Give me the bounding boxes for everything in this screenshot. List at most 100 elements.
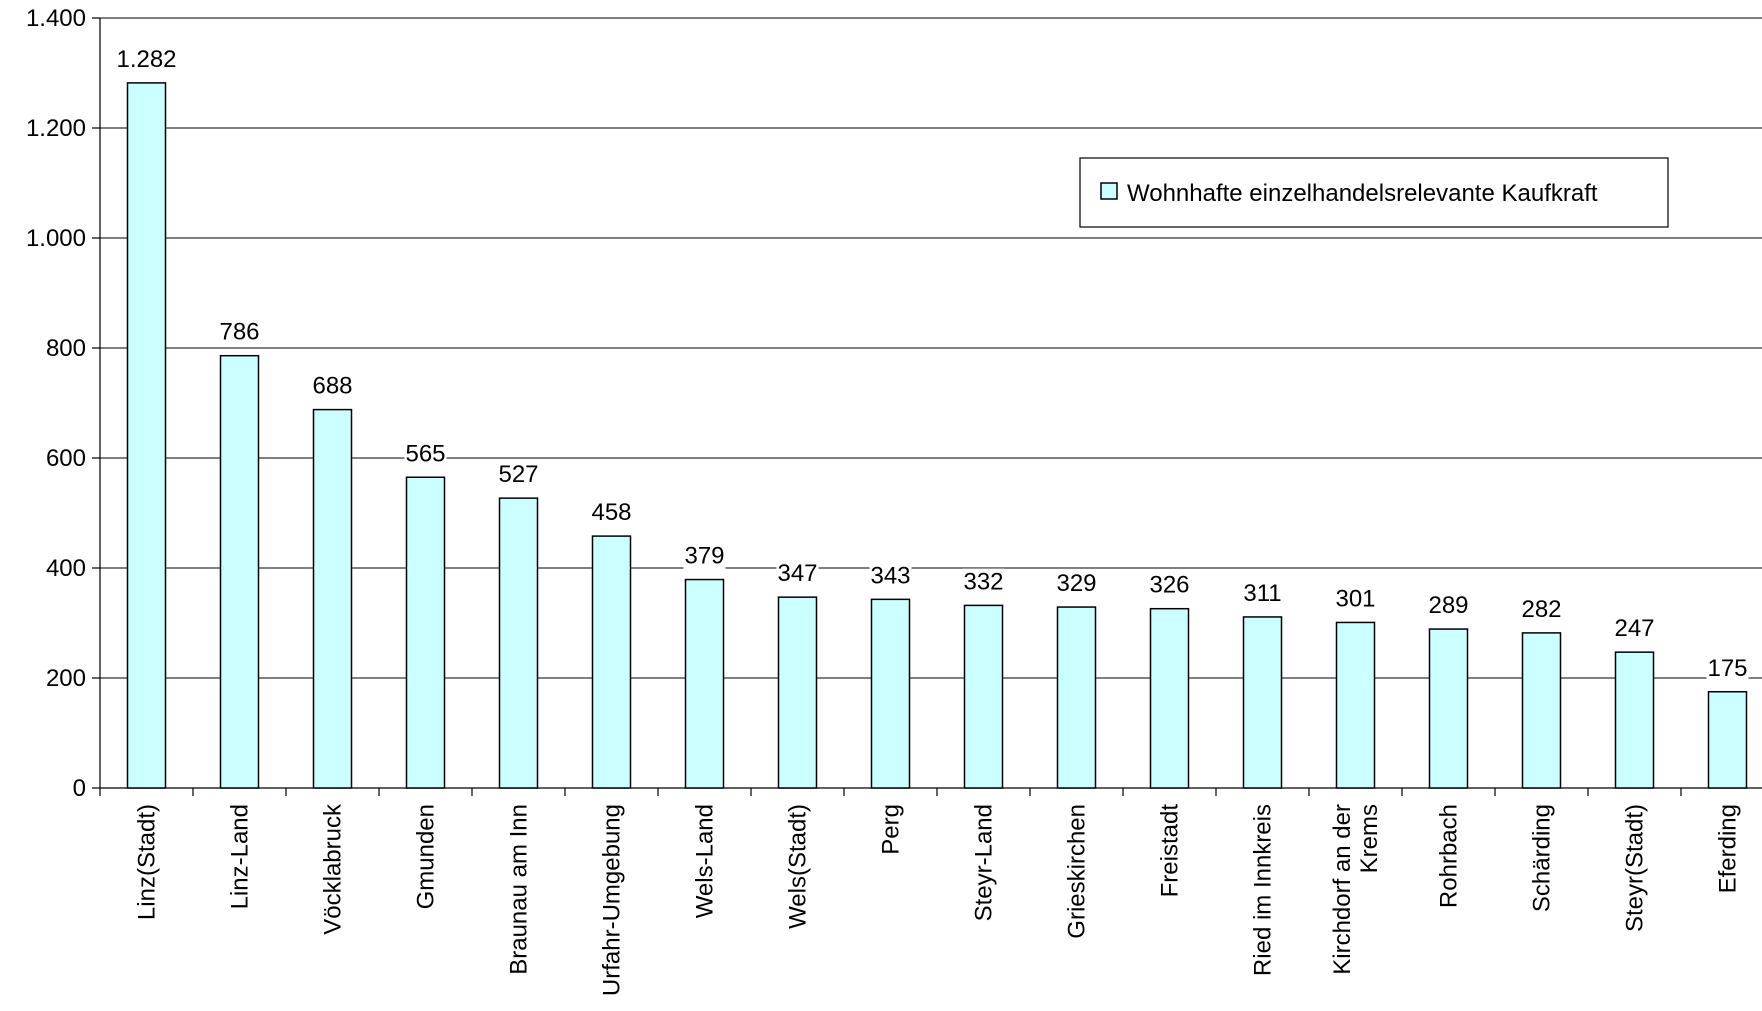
category-label: Wels-Land xyxy=(692,804,719,918)
category-label: Kirchdorf an derKrems xyxy=(1329,804,1383,975)
data-label-background xyxy=(497,461,540,489)
bar xyxy=(126,82,167,789)
bar xyxy=(498,497,539,789)
data-label: 175 xyxy=(1707,655,1747,682)
bars xyxy=(126,82,1748,789)
category-label: Perg xyxy=(878,804,905,855)
data-label: 379 xyxy=(684,543,724,570)
data-label: 688 xyxy=(312,373,352,400)
category-label-line: Braunau am Inn xyxy=(506,804,533,975)
data-label: 786 xyxy=(219,319,259,346)
bar xyxy=(1707,691,1748,789)
data-label-background xyxy=(1613,615,1656,643)
bar xyxy=(1614,651,1655,789)
category-label-line: Grieskirchen xyxy=(1064,804,1091,939)
data-label: 282 xyxy=(1521,596,1561,623)
y-tick-label: 800 xyxy=(46,335,86,362)
category-label-line: Perg xyxy=(878,804,905,855)
axes: 0 200 400 600 800 1.000 1.200 1.400 xyxy=(26,5,1762,802)
data-label: 289 xyxy=(1428,592,1468,619)
data-label: 247 xyxy=(1614,615,1654,642)
data-label: 565 xyxy=(405,440,445,467)
category-label-line: Kirchdorf an der xyxy=(1329,804,1356,975)
data-label: 329 xyxy=(1056,570,1096,597)
category-label: Vöcklabruck xyxy=(320,803,347,935)
category-label-line: Vöcklabruck xyxy=(320,803,347,935)
y-tick-label: 600 xyxy=(46,445,86,472)
data-label-background xyxy=(1427,592,1470,620)
category-label: Urfahr-Umgebung xyxy=(599,804,626,996)
legend-label: Wohnhafte einzelhandelsrelevante Kaufkra… xyxy=(1127,180,1598,207)
data-label: 1.282 xyxy=(116,46,176,73)
data-label-background xyxy=(311,372,354,400)
category-labels: Linz(Stadt) Linz-Land Vöcklabruck Gmunden Br… xyxy=(134,803,1742,996)
data-label-background xyxy=(115,45,178,73)
category-label: Braunau am Inn xyxy=(506,804,533,975)
bar xyxy=(870,598,911,789)
y-tick-label: 1.400 xyxy=(26,5,86,32)
bar xyxy=(1149,607,1190,789)
y-tick-label: 1.000 xyxy=(26,225,86,252)
data-label-background xyxy=(1706,654,1749,682)
category-label: Ried im Innkreis xyxy=(1250,804,1277,976)
data-label: 326 xyxy=(1149,572,1189,599)
data-label-background xyxy=(218,318,261,346)
category-label: Wels(Stadt) xyxy=(785,804,812,929)
category-label-line: Linz-Land xyxy=(227,804,254,909)
category-label-line: Gmunden xyxy=(413,804,440,909)
category-label: Schärding xyxy=(1529,804,1556,912)
bar xyxy=(1056,606,1097,789)
category-label: Freistadt xyxy=(1157,804,1184,898)
bar xyxy=(219,354,260,789)
bar xyxy=(591,535,632,789)
data-label: 343 xyxy=(870,562,910,589)
data-label-background xyxy=(683,542,726,570)
bar xyxy=(684,578,725,789)
data-label-background xyxy=(776,560,819,588)
category-label-line: Ried im Innkreis xyxy=(1250,804,1277,976)
category-label-line: Wels(Stadt) xyxy=(785,804,812,929)
category-label: Rohrbach xyxy=(1436,804,1463,908)
data-label-background xyxy=(869,562,912,590)
data-label-background xyxy=(404,440,447,468)
bar xyxy=(1335,621,1376,789)
y-tick-label: 0 xyxy=(73,775,86,802)
data-label: 332 xyxy=(963,568,1003,595)
data-label-background xyxy=(1055,570,1098,598)
y-tick-label: 200 xyxy=(46,665,86,692)
y-tick-label: 400 xyxy=(46,555,86,582)
category-label-line: Steyr(Stadt) xyxy=(1622,804,1649,932)
data-label-background xyxy=(1148,571,1191,599)
category-label-line: Eferding xyxy=(1715,804,1742,893)
category-label-line: Urfahr-Umgebung xyxy=(599,804,626,996)
category-label-line: Krems xyxy=(1356,804,1383,873)
data-label: 527 xyxy=(498,461,538,488)
category-label-line: Steyr-Land xyxy=(971,804,998,921)
bar xyxy=(405,476,446,789)
category-label: Eferding xyxy=(1715,804,1742,893)
bar xyxy=(312,408,353,789)
legend-swatch xyxy=(1100,182,1118,200)
bar xyxy=(1428,628,1469,789)
category-label-line: Freistadt xyxy=(1157,804,1184,898)
category-label: Linz-Land xyxy=(227,804,254,909)
category-label-line: Linz(Stadt) xyxy=(134,804,161,920)
category-label: Gmunden xyxy=(413,804,440,909)
bar xyxy=(1521,632,1562,789)
legend: Wohnhafte einzelhandelsrelevante Kaufkra… xyxy=(1079,157,1669,228)
category-label: Grieskirchen xyxy=(1064,804,1091,939)
data-label-background xyxy=(962,568,1005,596)
category-label-line: Schärding xyxy=(1529,804,1556,912)
data-label-background xyxy=(1334,585,1377,613)
category-label-line: Rohrbach xyxy=(1436,804,1463,908)
y-tick-label: 1.200 xyxy=(26,115,86,142)
data-label: 311 xyxy=(1243,580,1281,607)
bar xyxy=(1242,616,1283,789)
bar xyxy=(963,604,1004,789)
data-label: 301 xyxy=(1335,585,1375,612)
data-label-background xyxy=(590,499,633,527)
data-labels: 1.282 786 688 565 527 458 379 347 343 332 329 326 31… xyxy=(115,45,1749,682)
category-label: Steyr(Stadt) xyxy=(1622,804,1649,932)
category-label: Steyr-Land xyxy=(971,804,998,921)
